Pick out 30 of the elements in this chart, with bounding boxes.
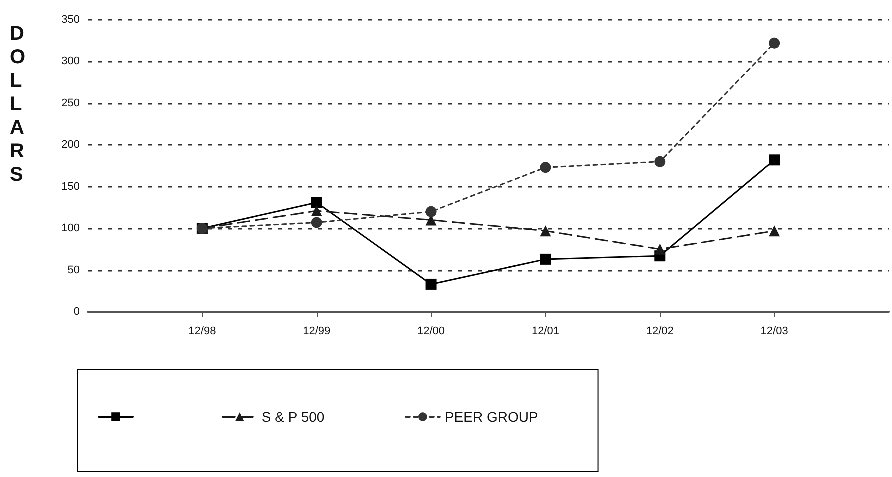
x-tick-label: 12/03: [760, 326, 788, 338]
point: [426, 206, 437, 218]
y-tick-label: 200: [62, 139, 80, 152]
point: [769, 154, 780, 166]
point: [769, 38, 780, 49]
point: [654, 244, 666, 255]
point: [540, 226, 552, 237]
point: [311, 217, 322, 228]
y-axis-title: DOLLARS: [10, 22, 26, 186]
point: [311, 206, 322, 217]
point: [769, 226, 780, 237]
point: [426, 278, 437, 290]
x-tick-label: 12/98: [188, 326, 216, 338]
x-tick-label: 12/02: [646, 326, 674, 338]
y-tick-label: 150: [62, 180, 80, 193]
y-tick-label: 350: [62, 14, 80, 26]
point: [540, 162, 552, 174]
y-tick-label: 300: [62, 56, 80, 68]
y-tick-label: 50: [68, 264, 80, 276]
y-tick-label: 0: [74, 306, 80, 318]
point: [311, 197, 322, 208]
x-tick-label: 12/99: [303, 326, 331, 338]
x-tick-label: 12/00: [418, 326, 446, 338]
point: [540, 254, 552, 265]
legend-label: PEER GROUP: [444, 409, 538, 425]
point: [654, 156, 666, 168]
legend-label: S & P 500: [262, 409, 325, 425]
y-tick-label: 250: [62, 97, 80, 110]
y-tick-label: 100: [62, 222, 80, 235]
x-tick-label: 12/01: [532, 326, 560, 338]
